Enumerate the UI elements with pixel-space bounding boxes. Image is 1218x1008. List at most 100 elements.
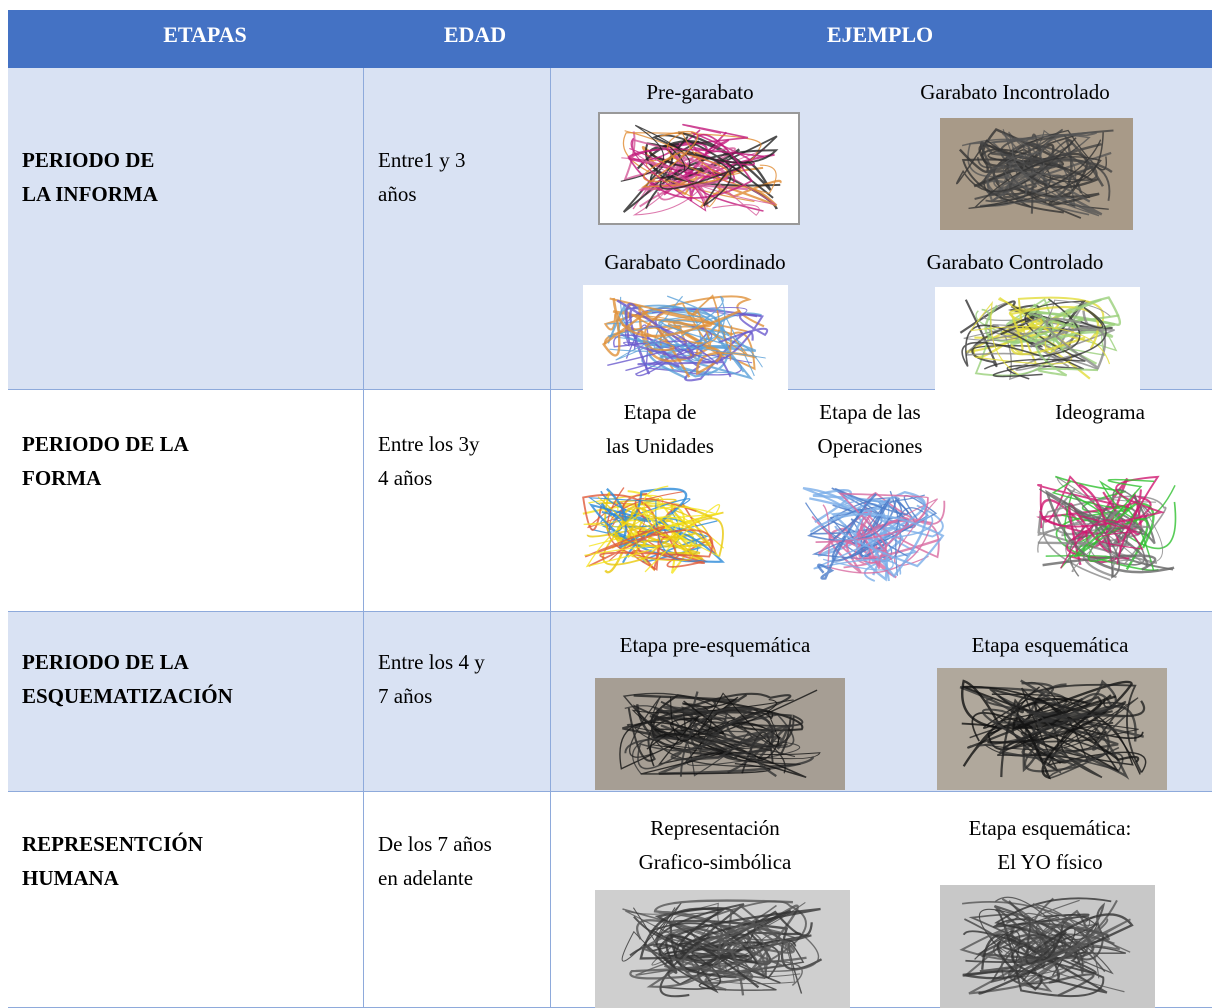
cell-border <box>363 68 364 390</box>
scribble <box>959 679 1147 780</box>
stroke <box>1002 146 1100 217</box>
stroke <box>627 707 792 762</box>
age-label: Entre1 y 3 <box>378 148 466 172</box>
stroke <box>961 679 1100 764</box>
stroke <box>670 692 780 747</box>
stroke <box>626 723 796 758</box>
stroke <box>607 324 766 368</box>
stroke <box>609 295 731 374</box>
stroke <box>863 504 944 582</box>
cell-border <box>363 612 364 792</box>
example-drawing <box>940 118 1133 230</box>
stroke <box>831 502 909 562</box>
stroke <box>649 295 730 346</box>
stroke <box>989 687 1146 778</box>
scribble <box>582 485 725 574</box>
stroke <box>968 913 1045 960</box>
cell-border <box>550 792 551 1008</box>
stroke <box>637 154 749 191</box>
example-drawing <box>785 475 962 593</box>
scribble <box>1036 475 1177 581</box>
stroke <box>1037 523 1150 577</box>
age-label: años <box>378 182 417 206</box>
stroke <box>817 493 877 580</box>
stage-label: HUMANA <box>22 866 119 890</box>
cell-border <box>550 68 551 390</box>
stroke <box>628 123 749 161</box>
example-caption: El YO físico <box>997 850 1103 874</box>
stage-label: LA INFORMA <box>22 182 158 206</box>
age-label: 4 años <box>378 466 433 490</box>
stroke <box>624 706 775 777</box>
stroke <box>1010 303 1085 353</box>
stage-label: REPRESENTCIÓN <box>22 832 203 856</box>
stroke <box>964 299 1035 368</box>
scribble <box>802 487 946 582</box>
stroke <box>584 504 721 573</box>
header-cell: EDAD <box>443 22 507 47</box>
example-caption: Ideograma <box>1055 400 1145 424</box>
age-label: en adelante <box>378 866 474 890</box>
stroke <box>606 487 697 561</box>
stroke <box>602 507 724 566</box>
stroke <box>659 152 741 207</box>
header-row <box>8 10 1212 68</box>
example-drawing <box>595 890 850 1008</box>
stage-label: ESQUEMATIZACIÓN <box>22 684 233 708</box>
stroke <box>637 333 732 378</box>
scribble <box>602 294 769 382</box>
stage-label: FORMA <box>22 466 102 490</box>
example-drawing <box>595 678 845 790</box>
cell-border <box>363 792 364 1008</box>
example-caption: Operaciones <box>817 434 923 458</box>
stroke <box>1045 478 1155 563</box>
stroke <box>978 913 1134 995</box>
stroke <box>807 487 909 542</box>
scribble <box>619 689 821 779</box>
stroke <box>662 502 717 568</box>
age-label: De los 7 años <box>378 832 492 856</box>
header-cell: EJEMPLO <box>826 22 934 47</box>
example-drawing <box>1015 463 1198 593</box>
stroke <box>629 137 707 212</box>
scribble <box>620 123 782 216</box>
stroke <box>970 300 1111 376</box>
age-label: Entre los 4 y <box>378 650 485 674</box>
stroke <box>643 903 745 998</box>
stroke <box>958 144 1099 189</box>
example-caption: Representación <box>650 816 780 840</box>
stroke <box>699 313 769 364</box>
example-drawing <box>940 885 1155 1008</box>
stroke <box>646 903 793 988</box>
example-caption: Etapa esquemática: <box>968 816 1132 840</box>
stroke <box>961 298 1081 367</box>
stroke <box>670 724 794 778</box>
stroke <box>1060 515 1144 569</box>
stroke <box>624 294 721 346</box>
stroke <box>809 513 945 568</box>
stroke <box>641 506 720 557</box>
stroke <box>968 139 1102 210</box>
stroke <box>1029 310 1107 370</box>
scribble <box>959 896 1134 998</box>
stroke <box>1042 495 1167 581</box>
stroke <box>1033 711 1127 751</box>
stroke <box>1025 899 1100 979</box>
stroke <box>1039 475 1165 565</box>
stroke <box>962 933 1063 991</box>
example-drawing <box>565 475 743 585</box>
example-caption: Garabato Controlado <box>926 250 1104 274</box>
stroke <box>1012 694 1117 780</box>
example-caption: Garabato Incontrolado <box>920 80 1110 104</box>
stroke <box>992 695 1139 752</box>
cell-border <box>550 612 551 792</box>
stroke <box>1066 487 1124 579</box>
example-caption: Etapa de las <box>819 400 921 424</box>
scribble <box>959 296 1122 381</box>
stroke <box>990 131 1098 188</box>
example-drawing <box>598 112 800 225</box>
example-caption: Etapa esquemática <box>971 633 1129 657</box>
stroke <box>602 297 741 357</box>
stroke <box>681 918 795 991</box>
